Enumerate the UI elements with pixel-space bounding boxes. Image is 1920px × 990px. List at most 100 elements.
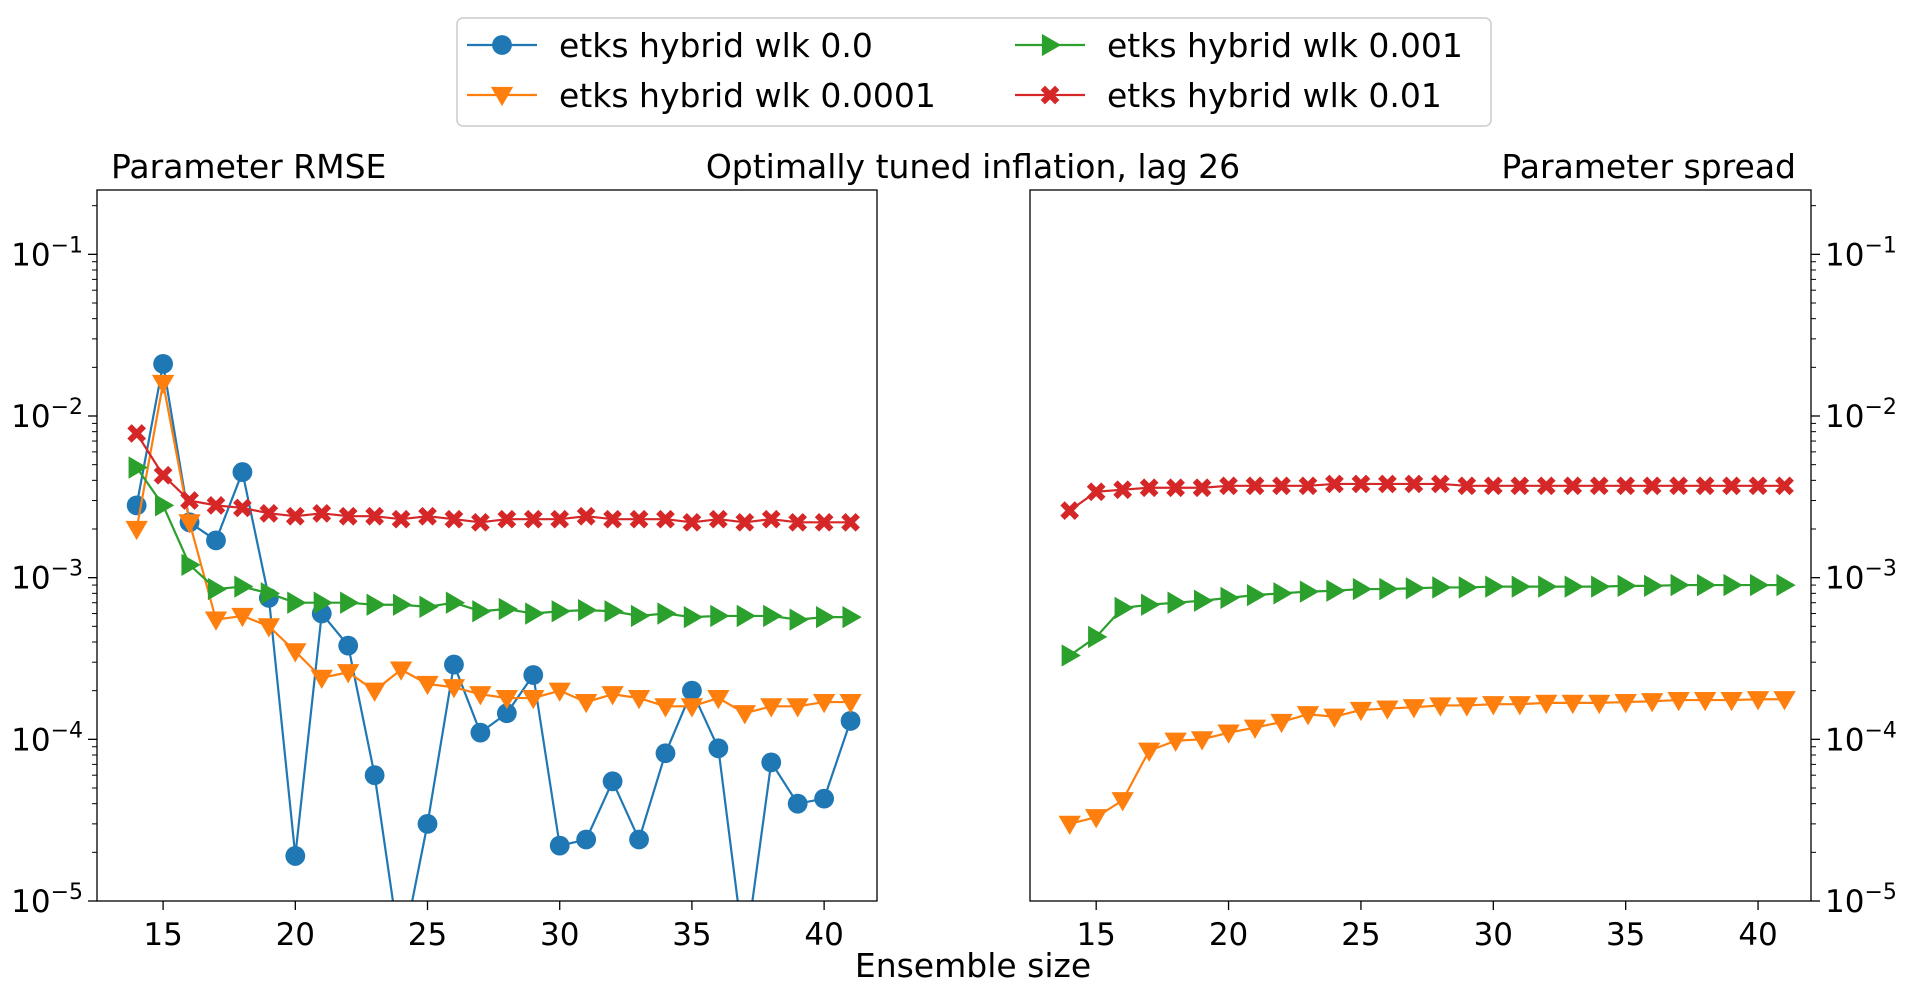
right-series-etks-hybrid-wlk-0-0001-point [1349,701,1373,722]
left-series-etks-hybrid-wlk-0-0-point [708,738,729,759]
left-series-etks-hybrid-wlk-0-0-point [655,743,676,764]
right-series-etks-hybrid-wlk-0-01-point [1510,476,1530,496]
left-series-etks-hybrid-wlk-0-0-point [338,635,359,656]
legend-entry-etks-hybrid-wlk-0-0001: etks hybrid wlk 0.0001 [467,76,936,115]
right-series-etks-hybrid-wlk-0-001-point [1458,576,1478,599]
left-series-etks-hybrid-wlk-0-0001-point [284,643,307,663]
right-series-etks-hybrid-wlk-0-001-point [1061,644,1081,667]
left-series-etks-hybrid-wlk-0-0001-point [257,618,281,638]
right-series-etks-hybrid-wlk-0-001 [1061,573,1796,667]
legend: etks hybrid wlk 0.0 etks hybrid wlk 0.000… [456,17,1492,127]
right-series-etks-hybrid-wlk-0-0001-point [1773,691,1796,711]
left-series-etks-hybrid-wlk-0-001-point [392,593,413,616]
left-series-etks-hybrid-wlk-0-01-point [656,509,675,529]
legend-marker-swatch [492,35,512,55]
left-series-etks-hybrid-wlk-0-001-point [789,608,809,631]
right-series-etks-hybrid-wlk-0-01-point [1642,476,1662,496]
right-series-etks-hybrid-wlk-0-001-point [1432,576,1452,599]
left-series-etks-hybrid-wlk-0-0001-point [469,686,492,706]
left-series-etks-hybrid-wlk-0-0-point [470,722,491,743]
left-series-etks-hybrid-wlk-0-01-point [206,496,226,515]
right-series-etks-hybrid-wlk-0-01-point [1616,476,1636,496]
right-series-etks-hybrid-wlk-0-001-point [1088,625,1108,649]
left-series-etks-hybrid-wlk-0-01-point [761,509,781,529]
legend-label: etks hybrid wlk 0.0 [559,26,873,65]
right-series-etks-hybrid-wlk-0-01-point [1457,476,1477,496]
left-series-etks-hybrid-wlk-0-01-point [550,509,570,529]
right-series-etks-hybrid-wlk-0-001-point [1114,596,1134,620]
left-series-etks-hybrid-wlk-0-01-point [285,506,305,526]
left-series-etks-hybrid-wlk-0-01-line [135,432,851,524]
right-series-etks-hybrid-wlk-0-0001-point [1720,691,1743,712]
right-series-etks-hybrid-wlk-0-001-point [1246,583,1267,607]
left-series-etks-hybrid-wlk-0-0-point [629,829,649,850]
left-series-etks-hybrid-wlk-0-0001-point [522,689,545,710]
left-series-etks-hybrid-wlk-0-0-point [417,813,438,834]
left-x-tick-label: 40 [804,917,843,953]
left-series-etks-hybrid-wlk-0-01-point [391,509,411,529]
left-series-etks-hybrid-wlk-0-0001-point [548,682,571,702]
left-series-etks-hybrid-wlk-0-0001-point [839,693,862,714]
left-series-etks-hybrid-wlk-0-001-point [260,582,281,605]
right-series-etks-hybrid-wlk-0-01-point [1722,476,1741,496]
right-series-etks-hybrid-wlk-0-0001-point [1402,699,1426,719]
left-series-etks-hybrid-wlk-0-0001-point [654,698,677,718]
left-series-etks-hybrid-wlk-0-0001-point [363,682,386,702]
right-series-etks-hybrid-wlk-0-01 [1060,474,1794,520]
left-series-etks-hybrid-wlk-0-001-point [207,577,228,601]
right-series-etks-hybrid-wlk-0-01-point [1695,476,1715,496]
left-series-etks-hybrid-wlk-0-001-point [525,602,545,625]
right-series-etks-hybrid-wlk-0-0001 [1058,691,1796,836]
left-series-etks-hybrid-wlk-0-01-point [312,503,332,523]
right-series-etks-hybrid-wlk-0-0001-point [1482,696,1505,716]
right-series-etks-hybrid-wlk-0-001-point [1644,574,1664,598]
right-series-etks-hybrid-wlk-0-0001-point [1561,694,1584,715]
right-series-etks-hybrid-wlk-0-0001-point [1746,691,1770,711]
right-series-etks-hybrid-wlk-0-0001-point [1508,696,1531,716]
left-series-etks-hybrid-wlk-0-001-point [234,575,254,598]
right-series-etks-hybrid-wlk-0-0001-point [1270,713,1293,734]
legend-label: etks hybrid wlk 0.0001 [559,76,936,115]
left-series-etks-hybrid-wlk-0-0-point [523,665,544,685]
right-series-etks-hybrid-wlk-0-001-point [1564,575,1584,598]
right-series-etks-hybrid-wlk-0-01-point [1139,478,1159,498]
right-series-etks-hybrid-wlk-0-001-point [1299,580,1320,603]
left-series-etks-hybrid-wlk-0-0001-point [733,705,756,725]
left-y-tick-label: 10−2 [11,395,83,435]
left-series-etks-hybrid-wlk-0-0-line [135,362,852,901]
right-series-etks-hybrid-wlk-0-01-point [1589,476,1609,496]
left-series-etks-hybrid-wlk-0-001-point [366,593,386,616]
left-series-etks-hybrid-wlk-0-001-point [604,600,624,623]
left-series-etks-hybrid-wlk-0-01-point [788,512,808,532]
left-series-etks-hybrid-wlk-0-0-point [444,654,464,675]
left-series-etks-hybrid-wlk-0-01-point [471,512,490,532]
left-series-etks-hybrid-wlk-0-0-point [576,829,597,850]
right-series-etks-hybrid-wlk-0-001-point [1749,573,1770,597]
center-title: Optimally tuned inflation, lag 26 [706,147,1240,186]
right-series-etks-hybrid-wlk-0-001-point [1776,573,1796,597]
left-series-etks-hybrid-wlk-0-0001 [125,374,862,725]
left-series-etks-hybrid-wlk-0-0001-point [574,693,598,714]
right-series-etks-hybrid-wlk-0-0001-point [1429,697,1452,717]
left-series-etks-hybrid-wlk-0-0001-point [812,693,836,714]
left-series-etks-hybrid-wlk-0-001-point [287,591,307,614]
left-series-etks-hybrid-wlk-0-01-point [444,509,464,529]
left-series-etks-hybrid-wlk-0-0-point [602,771,623,792]
right-series-etks-hybrid-wlk-0-001-point [1273,582,1293,605]
left-panel: 15 20 25 30 35 40 10−5 10−4 10−3 10−2 10−1 [11,189,878,953]
left-panel-title: Parameter RMSE [111,147,386,186]
legend-marker-swatch [1041,33,1062,57]
right-plot-area [1058,474,1796,836]
right-y-tick-label: 10−2 [1825,395,1897,435]
legend-marker-swatch [1040,85,1060,105]
left-series-etks-hybrid-wlk-0-01-point [523,509,543,529]
right-series-etks-hybrid-wlk-0-001-point [1326,579,1346,602]
left-y-tick-label: 10−5 [11,880,83,920]
right-x-tick-label: 35 [1606,917,1645,953]
legend-entry-etks-hybrid-wlk-0-01: etks hybrid wlk 0.01 [1015,76,1442,115]
right-series-etks-hybrid-wlk-0-0001-point [1535,694,1558,715]
right-series-etks-hybrid-wlk-0-01-point [1245,476,1265,496]
right-series-etks-hybrid-wlk-0-001-point [1511,575,1531,598]
left-series-etks-hybrid-wlk-0-001 [128,456,862,631]
left-series-etks-hybrid-wlk-0-001-point [472,600,492,623]
